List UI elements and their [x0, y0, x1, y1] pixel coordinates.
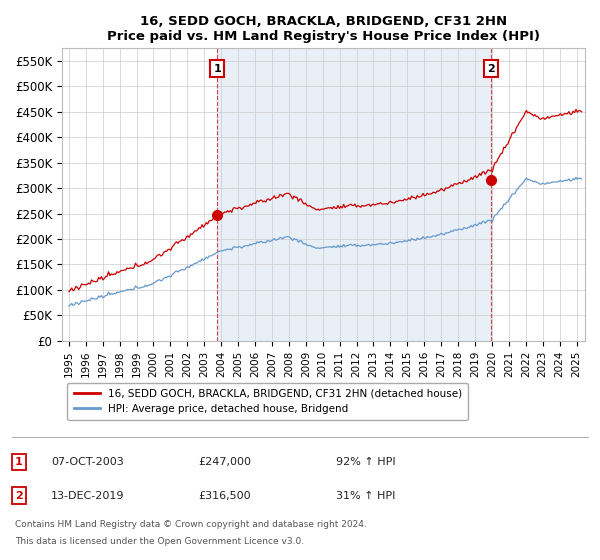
Text: 2: 2: [15, 491, 23, 501]
Text: 07-OCT-2003: 07-OCT-2003: [51, 457, 124, 467]
Title: 16, SEDD GOCH, BRACKLA, BRIDGEND, CF31 2HN
Price paid vs. HM Land Registry's Hou: 16, SEDD GOCH, BRACKLA, BRIDGEND, CF31 2…: [107, 15, 540, 43]
Legend: 16, SEDD GOCH, BRACKLA, BRIDGEND, CF31 2HN (detached house), HPI: Average price,: 16, SEDD GOCH, BRACKLA, BRIDGEND, CF31 2…: [67, 382, 469, 420]
Bar: [217, 48, 491, 341]
Text: 13-DEC-2019: 13-DEC-2019: [51, 491, 125, 501]
Text: £247,000: £247,000: [198, 457, 251, 467]
Text: 2: 2: [487, 64, 495, 74]
Text: 1: 1: [214, 64, 221, 74]
Text: Contains HM Land Registry data © Crown copyright and database right 2024.: Contains HM Land Registry data © Crown c…: [15, 520, 367, 529]
Text: This data is licensed under the Open Government Licence v3.0.: This data is licensed under the Open Gov…: [15, 537, 304, 546]
Text: 92% ↑ HPI: 92% ↑ HPI: [336, 457, 395, 467]
Text: 1: 1: [15, 457, 23, 467]
Text: £316,500: £316,500: [198, 491, 251, 501]
Text: 31% ↑ HPI: 31% ↑ HPI: [336, 491, 395, 501]
